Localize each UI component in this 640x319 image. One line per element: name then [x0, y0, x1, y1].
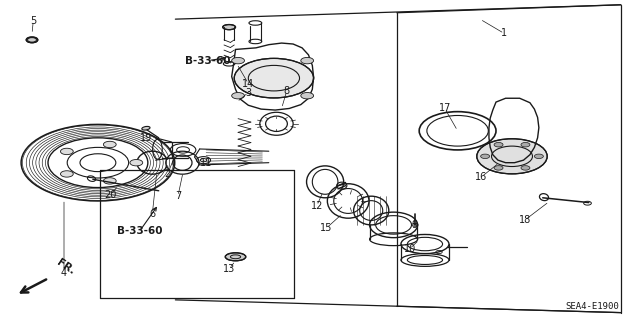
Ellipse shape — [225, 253, 246, 261]
Text: 14: 14 — [242, 78, 255, 89]
Text: 10: 10 — [403, 244, 416, 254]
Text: 19: 19 — [140, 133, 152, 143]
Circle shape — [60, 171, 73, 177]
Text: SEA4-E1900: SEA4-E1900 — [566, 302, 620, 311]
Text: 5: 5 — [30, 16, 36, 26]
Circle shape — [301, 93, 314, 99]
Text: 13: 13 — [223, 263, 236, 274]
Circle shape — [494, 166, 503, 170]
Text: FR.: FR. — [55, 257, 77, 277]
Text: B-33-60: B-33-60 — [185, 56, 231, 66]
Text: 18: 18 — [518, 215, 531, 225]
Circle shape — [232, 93, 244, 99]
Circle shape — [481, 154, 490, 159]
Circle shape — [534, 154, 543, 159]
Text: 8: 8 — [284, 86, 290, 96]
Ellipse shape — [142, 126, 150, 130]
Circle shape — [232, 57, 244, 64]
Text: 9: 9 — [412, 220, 418, 230]
Text: 20: 20 — [104, 190, 116, 200]
Circle shape — [477, 139, 547, 174]
Circle shape — [60, 148, 73, 155]
Ellipse shape — [26, 37, 38, 43]
Circle shape — [234, 58, 314, 98]
Text: 12: 12 — [310, 201, 323, 211]
Circle shape — [130, 160, 143, 166]
Circle shape — [301, 57, 314, 64]
Text: 11: 11 — [200, 158, 212, 168]
Circle shape — [494, 143, 503, 147]
Text: 3: 3 — [245, 87, 252, 98]
Ellipse shape — [223, 25, 236, 30]
Circle shape — [104, 178, 116, 184]
Text: 17: 17 — [438, 103, 451, 114]
Text: 1: 1 — [501, 28, 508, 39]
Text: 6: 6 — [149, 209, 156, 219]
Text: 2: 2 — [164, 169, 171, 179]
Text: 16: 16 — [475, 172, 488, 182]
Text: 7: 7 — [175, 191, 181, 201]
Text: B-33-60: B-33-60 — [116, 226, 163, 236]
Text: 15: 15 — [320, 223, 333, 233]
Circle shape — [104, 141, 116, 148]
Text: 4: 4 — [61, 268, 67, 278]
Circle shape — [521, 166, 530, 170]
Circle shape — [521, 143, 530, 147]
